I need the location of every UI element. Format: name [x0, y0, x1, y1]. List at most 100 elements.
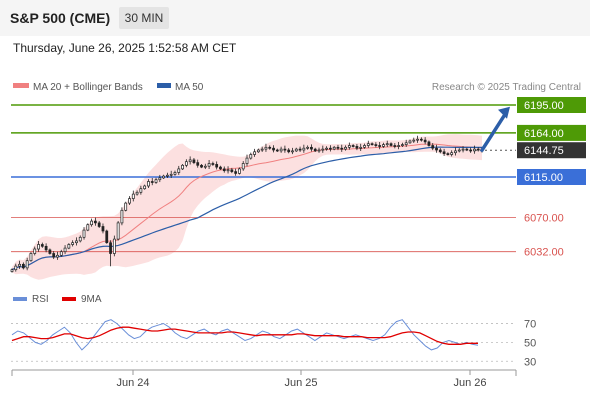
candle-body: [109, 242, 112, 254]
candle-body: [366, 143, 370, 146]
candle-body: [215, 164, 219, 168]
ma20-line: [11, 143, 483, 271]
ma50-legend-label: MA 50: [175, 82, 204, 93]
candle-body: [211, 163, 215, 165]
candle-body: [249, 154, 253, 159]
candle-body: [173, 172, 177, 175]
support-level-label: 6032.00: [524, 247, 564, 259]
candle-body: [90, 220, 93, 226]
candle-body: [253, 151, 256, 155]
candle-body: [135, 191, 139, 195]
candle-body: [166, 174, 169, 177]
candle-body: [128, 198, 131, 204]
current-level-label: 6144.75: [524, 145, 564, 157]
candle-body: [63, 247, 67, 253]
candle-body: [359, 146, 363, 149]
chart-header: S&P 500 (CME) 30 MIN: [0, 0, 590, 36]
rsi-ma-legend-label: 9MA: [81, 294, 102, 305]
candle-body: [147, 181, 150, 187]
rsi-line: [11, 319, 479, 351]
candle-body: [48, 249, 52, 254]
candle-body: [325, 147, 328, 150]
x-axis-tick-label: Jun 26: [453, 377, 486, 389]
rsi-ma-legend-swatch: [62, 297, 76, 301]
candle-body: [230, 169, 234, 172]
candle-body: [124, 202, 128, 211]
candle-body: [416, 138, 419, 141]
candle-body: [321, 148, 325, 151]
candle-body: [317, 149, 321, 152]
resistance-level-label: 6164.00: [524, 128, 564, 140]
level-labels: 6195.00 6164.00 6144.75 6115.00 6070.00 6032.…: [517, 97, 586, 259]
candle-body: [184, 161, 188, 166]
candle-body: [355, 146, 359, 149]
resistance-level-label-bg: [517, 97, 586, 113]
candle-body: [370, 143, 374, 146]
candle-body: [446, 153, 450, 155]
candle-body: [131, 193, 135, 199]
candle-body: [401, 144, 404, 146]
candle-body: [82, 229, 86, 238]
resistance-level-label-bg: [517, 124, 586, 141]
candle-body: [181, 164, 184, 170]
candle-body: [29, 253, 33, 262]
candle-body: [18, 263, 21, 267]
candle-body: [75, 240, 78, 244]
ma20-legend-label: MA 20 + Bollinger Bands: [33, 82, 143, 93]
candle-body: [56, 254, 59, 258]
candle-body: [241, 163, 245, 170]
candle-body: [105, 230, 109, 244]
candle-body: [222, 168, 226, 172]
candle-body: [154, 179, 158, 183]
candle-body: [469, 149, 473, 152]
candle-body: [150, 181, 154, 183]
candle-body: [177, 168, 181, 173]
forecast-arrow-head: [498, 106, 510, 119]
candle-body: [143, 185, 147, 190]
candle-body: [78, 236, 82, 242]
candle-body: [116, 222, 120, 240]
candle-body: [389, 143, 393, 146]
candle-body: [234, 171, 238, 174]
rsi-legend-label: RSI: [32, 294, 49, 305]
ma50-line: [11, 146, 482, 271]
candle-body: [393, 145, 397, 147]
candle-body: [283, 148, 287, 151]
candle-body: [382, 144, 385, 147]
candle-body: [302, 147, 306, 151]
candle-body: [294, 148, 298, 152]
candle-body: [203, 165, 207, 168]
candle-body: [169, 173, 173, 176]
candle-body: [404, 142, 408, 145]
bollinger-band-fill: [12, 134, 482, 280]
pivot-level-label-bg: [517, 169, 586, 185]
rsi-tick-label: 30: [524, 356, 536, 368]
candle-body: [438, 149, 442, 153]
candle-body: [306, 146, 310, 149]
rsi-panel: 70 50 30: [11, 318, 536, 368]
candle-body: [71, 242, 75, 245]
candle-body: [200, 164, 203, 168]
rsi-legend-swatch: [13, 297, 27, 301]
current-level-label-bg: [517, 142, 586, 159]
candle-body: [14, 265, 18, 271]
x-axis-tick-label: Jun 25: [284, 377, 317, 389]
timeframe-button[interactable]: 30 MIN: [119, 7, 169, 29]
candle-body: [344, 146, 347, 150]
candle-body: [192, 159, 196, 163]
candle-body: [52, 253, 56, 258]
candle-body: [196, 162, 200, 166]
candle-body: [40, 244, 44, 247]
candle-body: [279, 148, 283, 152]
candle-body: [457, 149, 461, 152]
rsi-ma-line: [11, 326, 478, 345]
candle-body: [287, 149, 291, 153]
candle-body: [363, 145, 366, 148]
candle-body: [86, 224, 90, 231]
candle-body: [44, 245, 48, 251]
candle-body: [313, 148, 317, 152]
candle-body: [158, 177, 162, 181]
bollinger-bands: [12, 134, 482, 280]
candle-body: [97, 222, 101, 227]
